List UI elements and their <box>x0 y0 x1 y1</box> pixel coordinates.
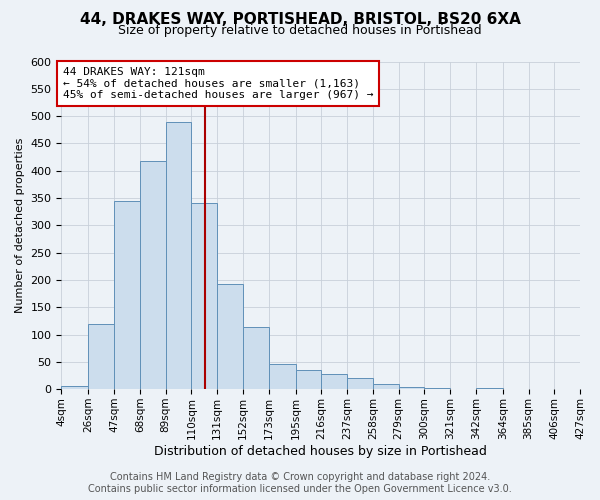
Bar <box>373 384 398 389</box>
Text: Contains HM Land Registry data © Crown copyright and database right 2024.
Contai: Contains HM Land Registry data © Crown c… <box>88 472 512 494</box>
Bar <box>347 378 373 389</box>
Bar <box>88 324 114 389</box>
Text: Size of property relative to detached houses in Portishead: Size of property relative to detached ho… <box>118 24 482 37</box>
Bar <box>450 388 476 389</box>
Y-axis label: Number of detached properties: Number of detached properties <box>15 138 25 313</box>
Bar <box>217 284 243 389</box>
X-axis label: Distribution of detached houses by size in Portishead: Distribution of detached houses by size … <box>154 444 487 458</box>
Bar <box>476 388 503 389</box>
Text: 44, DRAKES WAY, PORTISHEAD, BRISTOL, BS20 6XA: 44, DRAKES WAY, PORTISHEAD, BRISTOL, BS2… <box>80 12 520 26</box>
Bar <box>322 374 347 389</box>
Bar <box>503 388 529 389</box>
Bar <box>296 370 322 389</box>
Bar <box>61 386 88 389</box>
Bar <box>243 328 269 389</box>
Bar <box>554 388 580 389</box>
Text: 44 DRAKES WAY: 121sqm
← 54% of detached houses are smaller (1,163)
45% of semi-d: 44 DRAKES WAY: 121sqm ← 54% of detached … <box>62 67 373 100</box>
Bar <box>269 364 296 389</box>
Bar <box>191 204 217 389</box>
Bar <box>424 388 450 389</box>
Bar <box>166 122 191 389</box>
Bar <box>114 201 140 389</box>
Bar <box>140 162 166 389</box>
Bar <box>398 387 424 389</box>
